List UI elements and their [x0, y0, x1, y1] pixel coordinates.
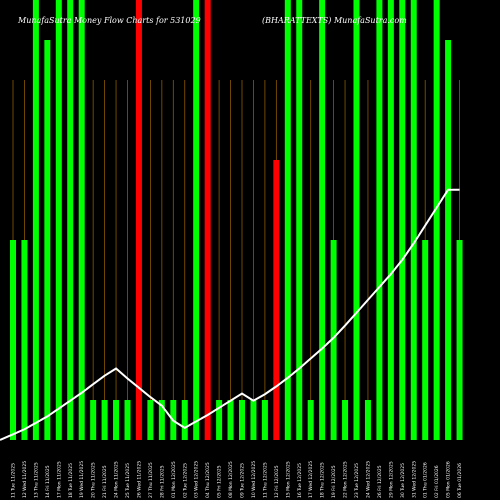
x-tick-label: 24 Mon 11/2025	[114, 461, 120, 498]
bar	[433, 0, 440, 440]
x-tick-label: 30 Tue 12/2025	[400, 463, 406, 498]
bar	[67, 0, 74, 440]
bar	[410, 0, 417, 440]
x-tick-label: 18 Tue 11/2025	[68, 463, 74, 498]
x-tick-label: 09 Tue 12/2025	[240, 463, 246, 498]
bar	[376, 0, 383, 440]
x-tick-label: 27 Thu 11/2025	[148, 462, 154, 498]
x-tick-label: 02 Tue 12/2025	[182, 463, 188, 498]
bar	[296, 0, 303, 440]
chart-subtitle: (BHARATTEXTS) MunafaSutra.com	[262, 16, 407, 25]
x-tick-label: 26 Wed 11/2025	[136, 461, 142, 498]
x-tick-label: 31 Wed 12/2025	[411, 461, 417, 498]
x-tick-label: 28 Fri 11/2025	[159, 465, 165, 498]
bar	[124, 400, 131, 440]
bar	[250, 400, 257, 440]
x-tick-label: 26 Fri 12/2025	[377, 465, 383, 498]
bar	[10, 240, 16, 440]
bar	[135, 0, 142, 440]
x-tick-label: 12 Fri 12/2025	[274, 465, 280, 498]
bar	[307, 400, 314, 440]
x-tick-label: 19 Fri 12/2025	[331, 465, 337, 498]
money-flow-line-path	[0, 188, 460, 441]
x-tick-label: 13 Thu 11/2025	[33, 462, 39, 498]
x-tick-label: 08 Mon 12/2025	[228, 461, 234, 498]
x-tick-label: 17 Wed 12/2025	[308, 461, 314, 498]
x-tick-label: 19 Wed 11/2025	[79, 461, 85, 498]
bar	[330, 240, 337, 440]
x-tick-label: 24 Wed 12/2025	[365, 461, 371, 498]
x-tick-label: 18 Thu 12/2025	[320, 462, 326, 498]
bar	[319, 0, 326, 440]
bar	[181, 400, 188, 440]
bar	[78, 0, 85, 440]
x-tick-label: 29 Mon 12/2025	[388, 461, 394, 498]
x-tick-label: 11 Tue 11/2025	[11, 463, 17, 498]
x-tick-label: 12 Wed 11/2025	[22, 461, 28, 498]
x-tick-label: 21 Fri 11/2025	[102, 465, 108, 498]
x-tick-label: 11 Thu 12/2025	[262, 462, 268, 498]
x-tick-label: 25 Tue 11/2025	[125, 463, 131, 498]
x-tick-label: 06 Tue 01/2026	[457, 463, 463, 498]
x-tick-label: 03 Wed 12/2025	[194, 461, 200, 498]
x-axis-labels: 11 Tue 11/2025 12 Wed 11/2025 13 Thu 11/20…	[11, 461, 464, 498]
x-tick-label: 20 Thu 11/2025	[91, 462, 97, 498]
x-tick-label: 17 Mon 11/2025	[56, 461, 62, 498]
bar	[456, 240, 463, 440]
bar	[364, 400, 371, 440]
bar	[204, 0, 211, 440]
chart-title: MunafaSutra Money Flow Charts for 531029	[17, 16, 201, 25]
x-tick-label: 01 Thu 01/2026	[423, 462, 429, 498]
x-tick-label: 16 Tue 12/2025	[297, 463, 303, 498]
x-tick-label: 10 Wed 12/2025	[251, 461, 257, 498]
x-tick-label: 22 Mon 12/2025	[343, 461, 349, 498]
x-tick-label: 04 Thu 12/2025	[205, 462, 211, 498]
bar	[113, 400, 120, 440]
bar	[284, 0, 291, 440]
x-tick-label: 15 Mon 12/2025	[285, 461, 291, 498]
money-flow-line	[0, 188, 460, 441]
bar	[193, 0, 200, 440]
bar	[55, 0, 62, 440]
bar	[21, 240, 28, 440]
bar	[227, 400, 234, 440]
x-tick-label: 23 Tue 12/2025	[354, 463, 360, 498]
bar	[44, 40, 51, 440]
x-tick-label: 05 Fri 12/2025	[217, 465, 223, 498]
bar	[101, 400, 108, 440]
x-tick-label: 05 Mon 01/2026	[446, 461, 452, 498]
bar	[90, 400, 97, 440]
bar	[239, 400, 245, 440]
bar	[387, 0, 394, 440]
bar-series	[10, 0, 463, 440]
x-tick-label: 14 Fri 11/2025	[45, 465, 51, 498]
bar	[445, 40, 452, 440]
x-tick-label: 02 Fri 01/2026	[434, 465, 440, 498]
x-tick-label: 01 Mon 12/2025	[171, 461, 177, 498]
bar	[216, 400, 223, 440]
bar	[353, 0, 360, 440]
bar	[422, 240, 429, 440]
bar	[147, 400, 154, 440]
bar	[273, 160, 280, 440]
bar	[261, 400, 268, 440]
bar	[342, 400, 349, 440]
bar	[32, 0, 39, 440]
bar	[158, 400, 165, 440]
bar	[399, 0, 406, 440]
